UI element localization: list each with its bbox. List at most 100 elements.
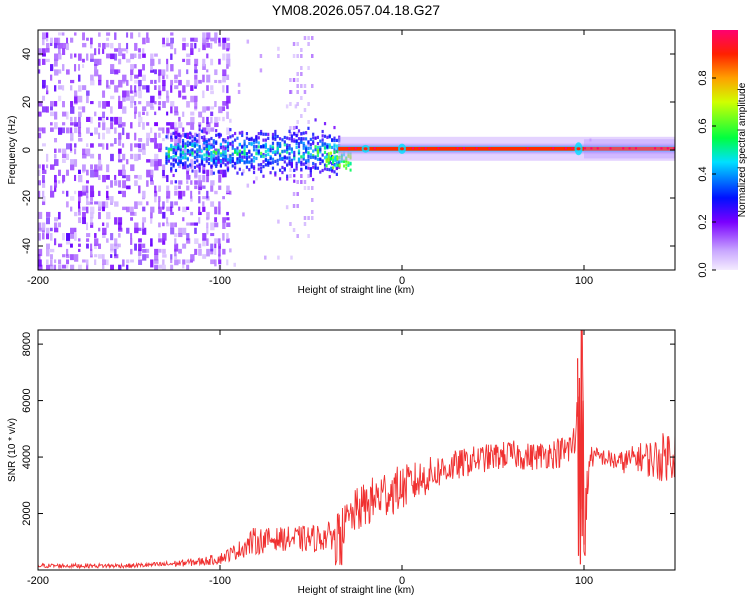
heatmap-cell bbox=[293, 180, 295, 183]
heatmap-cell bbox=[98, 175, 101, 180]
heatmap-cell bbox=[286, 175, 288, 178]
heatmap-cell bbox=[98, 122, 100, 127]
heatmap-cell bbox=[102, 228, 106, 235]
heatmap-cell bbox=[46, 43, 49, 49]
heatmap-cell bbox=[584, 147, 586, 149]
heatmap-cell bbox=[310, 143, 312, 146]
heatmap-cell bbox=[262, 175, 264, 178]
heatmap-cell bbox=[208, 152, 210, 155]
heatmap-cell bbox=[300, 96, 303, 100]
heatmap-cell bbox=[134, 85, 136, 92]
heatmap-cell bbox=[118, 69, 120, 73]
heatmap-cell bbox=[437, 147, 439, 149]
heatmap-cell bbox=[102, 43, 106, 49]
heatmap-cell bbox=[166, 112, 168, 116]
heatmap-cell bbox=[70, 38, 73, 43]
heatmap-cell bbox=[42, 164, 45, 170]
heatmap-cell bbox=[284, 150, 286, 153]
heatmap-cell bbox=[146, 201, 148, 205]
heatmap-cell bbox=[170, 180, 173, 184]
heatmap-cell bbox=[322, 138, 324, 141]
heatmap-cell bbox=[196, 143, 198, 146]
heatmap-cell bbox=[222, 101, 226, 106]
heatmap-cell bbox=[54, 259, 56, 263]
heatmap-cell bbox=[110, 122, 113, 129]
heatmap-cell bbox=[54, 122, 58, 129]
heatmap-cell bbox=[182, 259, 185, 264]
heatmap-cell bbox=[236, 153, 238, 156]
heatmap-cell bbox=[218, 238, 220, 246]
heatmap-cell bbox=[243, 147, 245, 150]
heatmap-cell bbox=[94, 48, 96, 55]
heatmap-cell bbox=[194, 156, 196, 159]
heatmap-cell bbox=[94, 127, 98, 134]
heatmap-cell bbox=[326, 164, 328, 167]
heatmap-cell bbox=[186, 180, 188, 184]
heatmap-cell bbox=[241, 155, 243, 158]
heatmap-cell bbox=[158, 186, 161, 192]
heatmap-cell bbox=[168, 147, 170, 150]
heatmap-cell bbox=[303, 163, 305, 166]
heatmap-cell bbox=[74, 233, 77, 241]
heatmap-cell bbox=[86, 90, 90, 95]
heatmap-cell bbox=[130, 207, 134, 214]
heatmap-cell bbox=[310, 171, 312, 174]
heatmap-cell bbox=[251, 137, 253, 140]
heatmap-cell bbox=[210, 201, 214, 206]
heatmap-cell bbox=[166, 38, 169, 44]
heatmap-cell bbox=[122, 170, 126, 176]
heatmap-cell bbox=[253, 148, 255, 151]
heatmap-cell bbox=[162, 138, 165, 141]
heatmap-cell bbox=[162, 69, 165, 75]
heatmap-cell bbox=[298, 149, 300, 152]
heatmap-cell bbox=[206, 170, 209, 176]
heatmap-cell bbox=[154, 196, 156, 202]
x-tick-label: 100 bbox=[575, 275, 593, 287]
heatmap-cell bbox=[170, 85, 172, 93]
heatmap-cell bbox=[62, 191, 64, 194]
heatmap-cell bbox=[210, 170, 213, 176]
heatmap-cell bbox=[296, 180, 299, 184]
heatmap-cell bbox=[552, 147, 554, 149]
heatmap-cell bbox=[284, 160, 286, 163]
heatmap-cell bbox=[226, 43, 230, 50]
heatmap-cell bbox=[62, 101, 65, 107]
heatmap-cell bbox=[307, 159, 309, 162]
heatmap-cell bbox=[270, 162, 272, 165]
heatmap-cell bbox=[162, 127, 164, 133]
heatmap-cell bbox=[82, 85, 86, 90]
heatmap-cell bbox=[142, 122, 145, 130]
heatmap-cell bbox=[198, 112, 202, 118]
heatmap-cell bbox=[78, 265, 82, 272]
heatmap-cell bbox=[98, 228, 100, 232]
heatmap-cell bbox=[307, 66, 310, 70]
heatmap-cell bbox=[296, 102, 299, 106]
heatmap-cell bbox=[194, 59, 198, 66]
heatmap-cell bbox=[218, 186, 221, 190]
heatmap-cell bbox=[222, 150, 224, 153]
heatmap-cell bbox=[94, 59, 98, 66]
heatmap-cell bbox=[138, 143, 141, 148]
heatmap-cell bbox=[319, 162, 321, 165]
heatmap-cell bbox=[58, 244, 62, 248]
heatmap-cell bbox=[201, 136, 203, 139]
heatmap-cell bbox=[210, 90, 214, 94]
heatmap-cell bbox=[319, 170, 321, 173]
heatmap-cell bbox=[58, 32, 62, 35]
snr-ticks: -200 -100 0 1002000400060008000 bbox=[21, 330, 675, 587]
heatmap-cell bbox=[234, 149, 236, 152]
heatmap-cell bbox=[314, 118, 316, 121]
heatmap-cell bbox=[86, 222, 88, 230]
heatmap-cell bbox=[196, 148, 198, 151]
heatmap-cell bbox=[222, 117, 225, 121]
heatmap-cell bbox=[333, 170, 335, 173]
heatmap-cell bbox=[255, 176, 257, 180]
spectrogram-xlabel: Height of straight line (km) bbox=[298, 285, 415, 296]
heatmap-cell bbox=[154, 154, 158, 161]
heatmap-cell bbox=[74, 159, 77, 167]
heatmap-cell bbox=[180, 148, 182, 151]
heatmap-cell bbox=[150, 238, 153, 246]
heatmap-cell bbox=[158, 238, 162, 242]
heatmap-cell bbox=[255, 136, 257, 139]
heatmap-cell bbox=[247, 40, 250, 44]
